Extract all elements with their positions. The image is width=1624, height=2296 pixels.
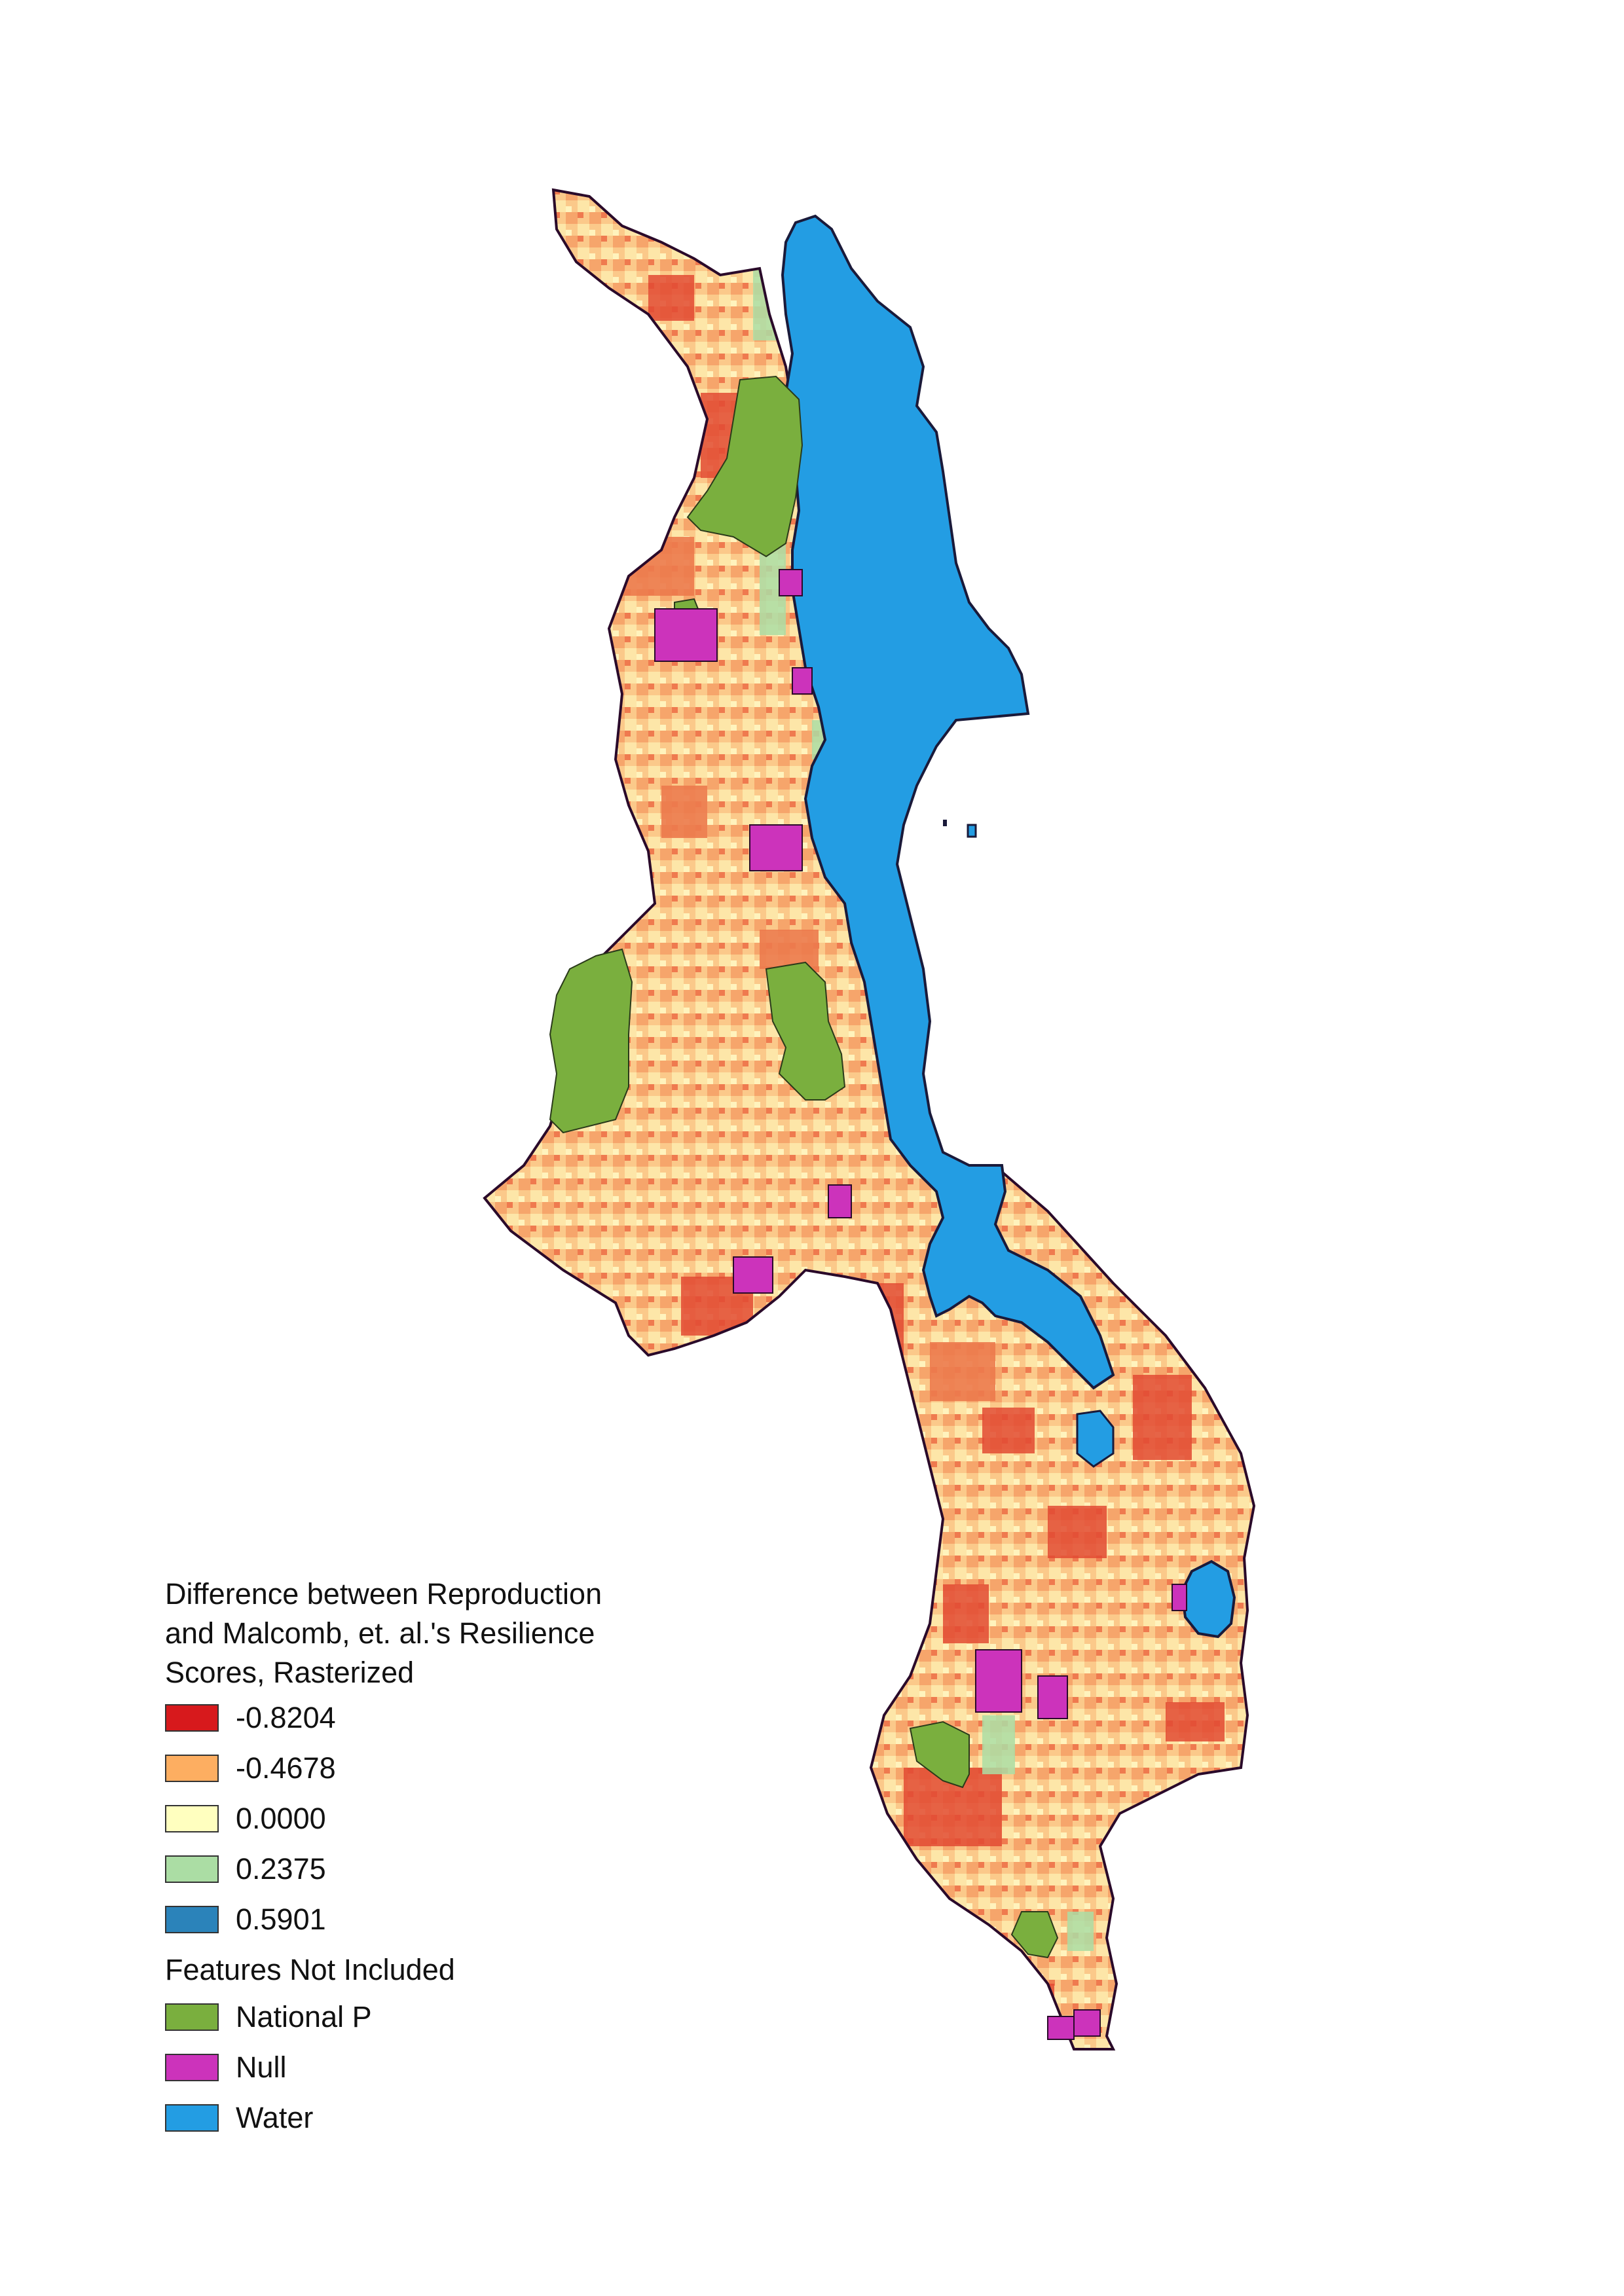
null-area: [654, 608, 718, 662]
legend-swatch-class-2: [165, 1754, 219, 1782]
lake-malawi-water: [781, 214, 1115, 1390]
legend-excluded-row: National P: [165, 1992, 663, 2042]
null-areas: [654, 569, 1187, 2040]
small-water-island: [943, 820, 947, 826]
national-park-areas: [549, 375, 1059, 1959]
null-area: [733, 1256, 773, 1294]
national-park-swatch: [165, 2003, 219, 2031]
legend-class-row: -0.4678: [165, 1743, 663, 1793]
legend-swatch-class-5: [165, 1905, 219, 1933]
null-area: [1172, 1584, 1187, 1611]
small-water-island: [967, 824, 977, 838]
null-area: [828, 1184, 852, 1218]
map-legend: Difference between Reproduction and Malc…: [165, 1575, 663, 2143]
national-park-nyika: [686, 375, 803, 558]
legend-label: -0.4678: [236, 1751, 336, 1785]
legend-label: 0.5901: [236, 1902, 326, 1936]
legend-label: -0.8204: [236, 1700, 336, 1734]
legend-class-row: 0.5901: [165, 1894, 663, 1944]
legend-label: National P: [236, 1999, 372, 2033]
national-park-liwonde: [909, 1721, 970, 1789]
legend-class-row: 0.0000: [165, 1793, 663, 1844]
legend-swatch-class-3: [165, 1804, 219, 1832]
null-area: [1073, 2009, 1101, 2037]
legend-label: Null: [236, 2050, 287, 2084]
national-park-nkhotakota: [765, 961, 846, 1101]
null-area: [1037, 1675, 1068, 1719]
legend-class-row: 0.2375: [165, 1844, 663, 1894]
null-area: [779, 569, 803, 596]
null-area: [749, 824, 803, 871]
legend-class-row: -0.8204: [165, 1692, 663, 1743]
legend-excluded-title: Features Not Included: [165, 1953, 455, 1986]
lake-malombe-water: [1076, 1410, 1115, 1468]
legend-title: Difference between Reproduction and Malc…: [165, 1577, 602, 1689]
national-park-kasungu: [549, 948, 633, 1134]
legend-label: 0.2375: [236, 1851, 326, 1886]
water-swatch: [165, 2104, 219, 2132]
legend-excluded-row: Null: [165, 2042, 663, 2092]
legend-label: Water: [236, 2100, 314, 2134]
null-swatch: [165, 2053, 219, 2081]
null-area: [975, 1649, 1022, 1713]
national-park-south: [1010, 1911, 1059, 1959]
legend-excluded-row: Water: [165, 2092, 663, 2143]
null-area: [1047, 2016, 1075, 2040]
legend-swatch-class-4: [165, 1855, 219, 1883]
null-area: [792, 667, 813, 695]
legend-swatch-class-1: [165, 1704, 219, 1732]
legend-label: 0.0000: [236, 1801, 326, 1835]
